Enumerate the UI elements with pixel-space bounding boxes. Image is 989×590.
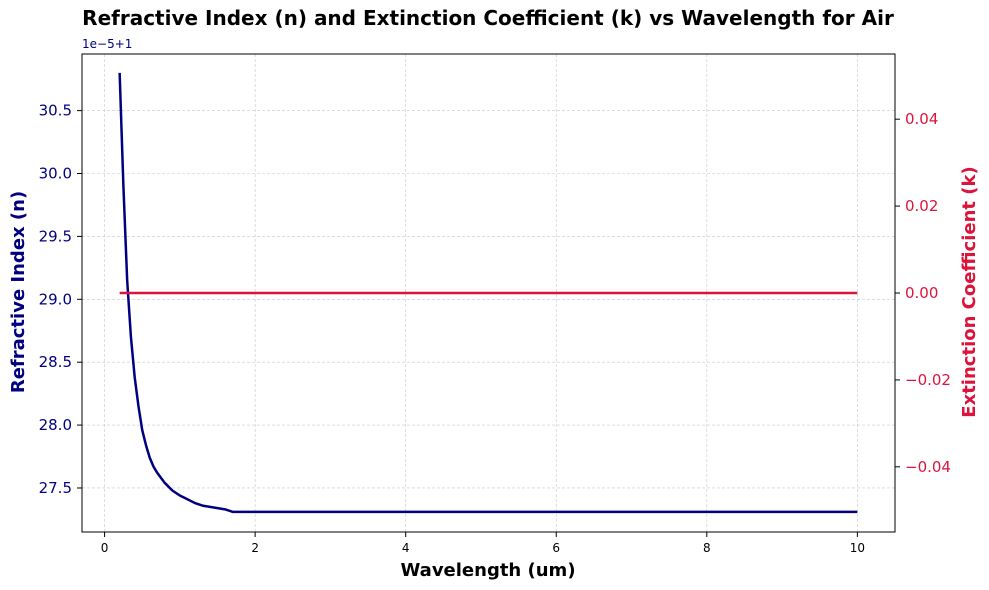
- left-axis-offset-label: 1e−5+1: [82, 37, 132, 51]
- right-tick-label: 0.04: [905, 110, 938, 128]
- left-tick-label: 29.0: [39, 290, 72, 308]
- x-tick-label: 0: [101, 541, 109, 555]
- x-tick-label: 10: [850, 541, 865, 555]
- x-axis-ticks: 0 2 4 6 8 10: [101, 532, 865, 555]
- chart-title: Refractive Index (n) and Extinction Coef…: [82, 6, 894, 30]
- right-tick-label: −0.02: [905, 371, 951, 389]
- x-tick-label: 8: [703, 541, 711, 555]
- x-tick-label: 2: [251, 541, 259, 555]
- left-tick-label: 27.5: [39, 479, 72, 497]
- right-axis-ticks: −0.04 −0.02 0.00 0.02 0.04: [895, 110, 951, 476]
- right-tick-label: −0.04: [905, 458, 951, 476]
- left-tick-label: 29.5: [39, 227, 72, 245]
- left-tick-label: 30.5: [39, 102, 72, 120]
- left-axis-label: Refractive Index (n): [8, 191, 29, 393]
- x-tick-label: 4: [402, 541, 410, 555]
- series-layer: [118, 72, 858, 514]
- refractive-index-line: [118, 72, 858, 514]
- left-axis-ticks: 27.5 28.0 28.5 29.0 29.5 30.0 30.5: [39, 102, 82, 497]
- right-axis-label: Extinction Coefficient (k): [959, 166, 980, 417]
- right-tick-label: 0.02: [905, 197, 938, 215]
- left-tick-label: 28.5: [39, 353, 72, 371]
- right-tick-label: 0.00: [905, 284, 938, 302]
- left-tick-label: 30.0: [39, 165, 72, 183]
- grid-lines: [82, 54, 895, 532]
- x-axis-label: Wavelength (um): [400, 560, 575, 581]
- left-tick-label: 28.0: [39, 416, 72, 434]
- x-tick-label: 6: [552, 541, 560, 555]
